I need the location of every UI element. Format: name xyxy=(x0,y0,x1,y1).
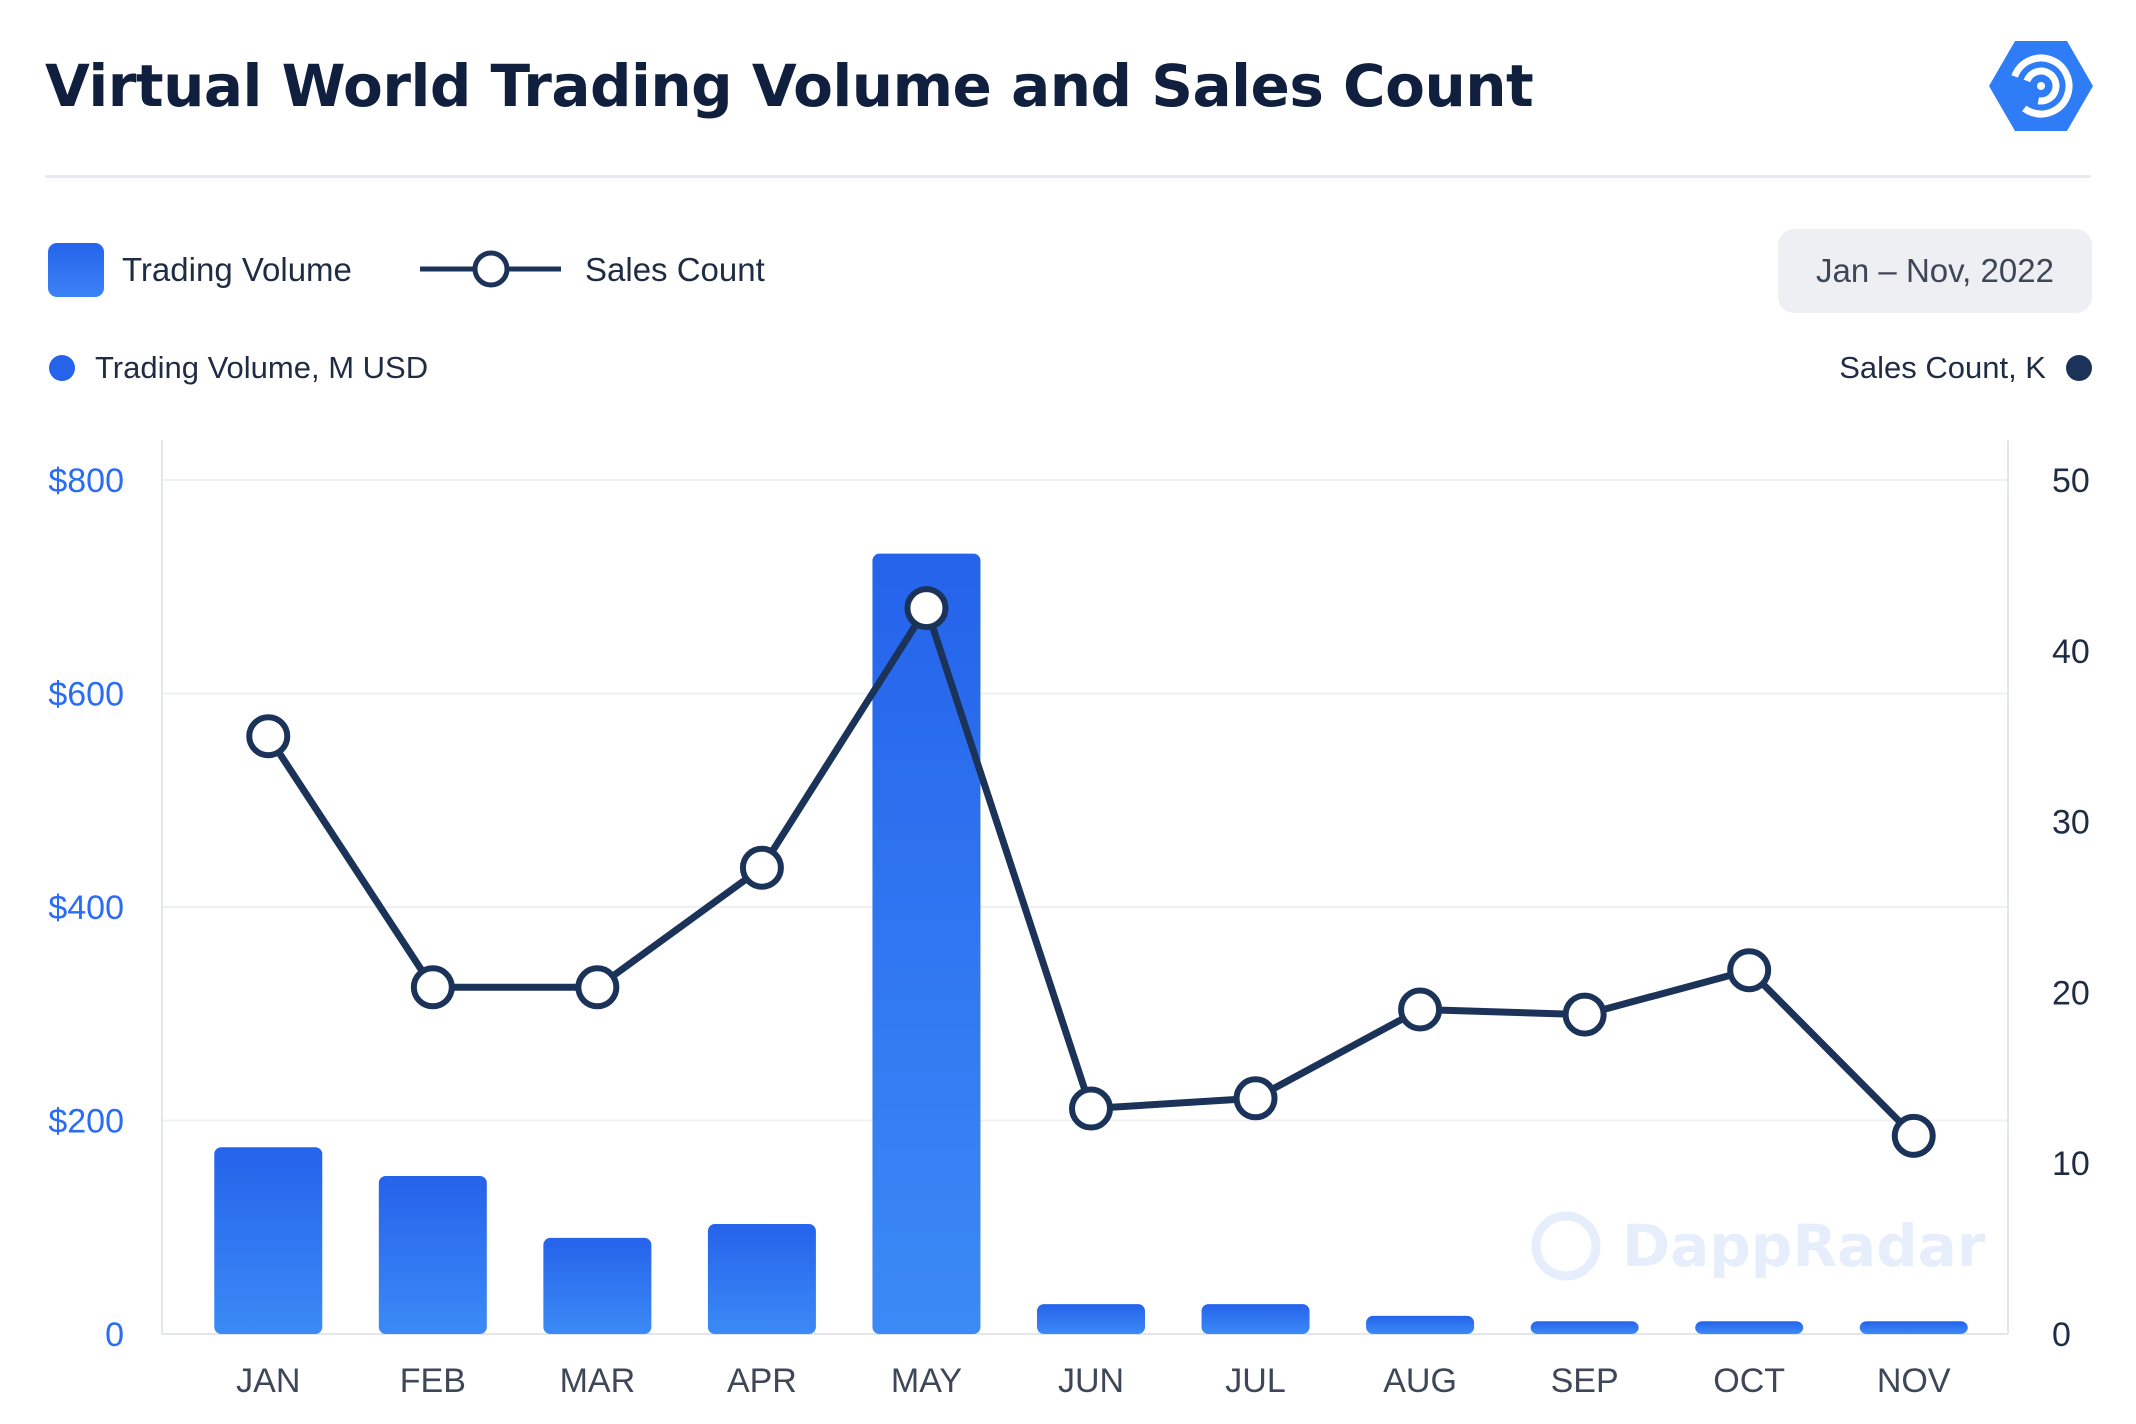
y-right-tick-label: 0 xyxy=(2052,1316,2071,1354)
legend-volume-swatch xyxy=(48,243,104,297)
x-tick-label: SEP xyxy=(1551,1362,1619,1400)
x-tick-label: JUN xyxy=(1058,1362,1124,1400)
sales-point-oct xyxy=(1727,948,1772,993)
sales-point-sep xyxy=(1562,992,1607,1037)
x-tick-label: AUG xyxy=(1383,1362,1457,1400)
y-left-tick-label: $400 xyxy=(48,889,124,927)
sales-point-may xyxy=(904,586,949,631)
sales-count-line xyxy=(265,604,1917,1139)
x-tick-label: MAY xyxy=(891,1362,962,1400)
y-right-tick-label: 30 xyxy=(2052,804,2090,842)
watermark-text: DappRadar xyxy=(1622,1212,1986,1280)
bar-jun xyxy=(1037,1304,1145,1334)
x-tick-label: APR xyxy=(727,1362,797,1400)
legend-sales-line-icon xyxy=(420,250,561,288)
sales-point-feb xyxy=(410,965,455,1010)
bar-apr xyxy=(707,1224,816,1334)
right-axis-title: Sales Count, K xyxy=(1839,350,2046,385)
bar-sep xyxy=(1530,1321,1639,1334)
legend-volume-label: Trading Volume xyxy=(122,251,352,288)
watermark-icon xyxy=(1531,1211,1601,1281)
bar-feb xyxy=(378,1176,487,1334)
legend-sales-label: Sales Count xyxy=(585,251,765,288)
left-axis-title: Trading Volume, M USD xyxy=(95,350,429,385)
bar-mar xyxy=(543,1237,652,1334)
right-axis-dot xyxy=(2066,355,2092,381)
y-left-tick-label: $200 xyxy=(48,1103,124,1141)
sales-point-jan xyxy=(246,714,291,759)
date-range-badge[interactable]: Jan – Nov, 2022 xyxy=(1778,229,2092,313)
bar-aug xyxy=(1366,1315,1475,1334)
y-right-tick-label: 50 xyxy=(2052,462,2090,500)
bar-jul xyxy=(1201,1304,1310,1334)
watermark: DappRadar xyxy=(1531,1211,1986,1281)
x-tick-label: FEB xyxy=(400,1362,466,1400)
sales-point-aug xyxy=(1398,987,1443,1032)
sales-point-apr xyxy=(739,845,784,890)
sales-point-nov xyxy=(1891,1113,1936,1158)
bar-may xyxy=(872,553,981,1334)
x-tick-label: MAR xyxy=(560,1362,636,1400)
bar-jan xyxy=(214,1147,323,1334)
sales-point-jun xyxy=(1069,1086,1113,1131)
left-axis-dot xyxy=(49,355,75,381)
y-left-tick-label: 0 xyxy=(105,1316,124,1354)
x-tick-label: NOV xyxy=(1877,1362,1951,1400)
sales-point-jul xyxy=(1233,1076,1278,1121)
y-right-tick-label: 40 xyxy=(2052,633,2090,671)
header-divider xyxy=(45,175,2091,178)
y-left-tick-label: $800 xyxy=(48,462,124,500)
bar-oct xyxy=(1695,1321,1804,1334)
x-tick-label: JAN xyxy=(236,1362,300,1400)
dappradar-logo-icon xyxy=(1989,40,2093,132)
y-left-tick-label: $600 xyxy=(48,676,124,714)
sales-point-mar xyxy=(575,965,620,1010)
x-tick-label: OCT xyxy=(1713,1362,1785,1400)
chart-title: Virtual World Trading Volume and Sales C… xyxy=(45,52,1534,120)
bar-nov xyxy=(1859,1321,1968,1334)
x-tick-label: JUL xyxy=(1225,1362,1285,1400)
y-right-tick-label: 20 xyxy=(2052,974,2090,1012)
y-right-tick-label: 10 xyxy=(2052,1145,2090,1183)
